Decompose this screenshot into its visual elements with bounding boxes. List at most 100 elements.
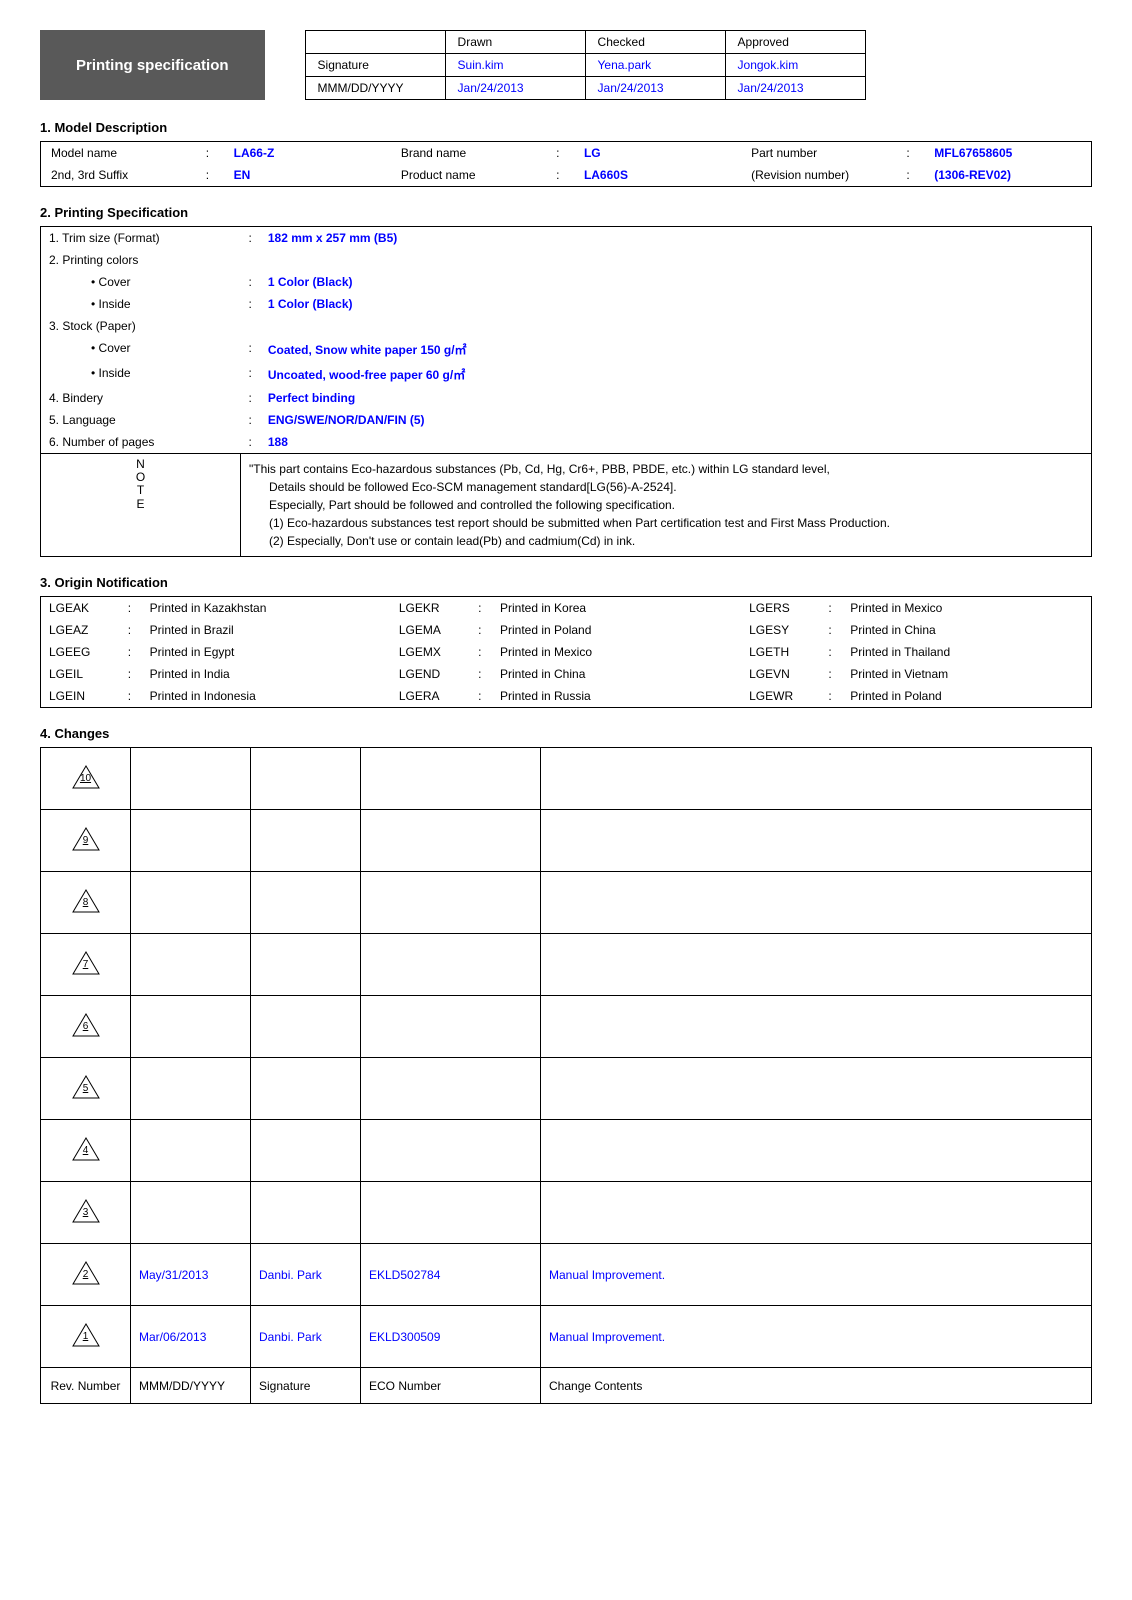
rev-number: 8 <box>72 897 100 908</box>
rev-number: 2 <box>72 1269 100 1280</box>
rev-number: 10 <box>72 773 100 784</box>
triangle-icon: 8 <box>72 889 100 913</box>
changes-eco <box>361 748 541 810</box>
changes-hdr-contents: Change Contents <box>541 1368 1092 1404</box>
origin-code: LGETH <box>741 641 820 663</box>
changes-hdr-date: MMM/DD/YYYY <box>131 1368 251 1404</box>
changes-sig: Danbi. Park <box>251 1244 361 1306</box>
rev-number-cell: 10 <box>41 748 131 810</box>
origin-code: LGEAK <box>41 597 120 620</box>
changes-sig <box>251 748 361 810</box>
colon: : <box>241 227 260 250</box>
doc-title: Printing specification <box>40 30 265 100</box>
origin-code: LGERS <box>741 597 820 620</box>
changes-date <box>131 810 251 872</box>
note-body: "This part contains Eco-hazardous substa… <box>241 454 1092 557</box>
spec-label: • Inside <box>41 362 241 387</box>
note-line: (2) Especially, Don't use or contain lea… <box>249 532 1083 550</box>
colon: : <box>546 164 574 187</box>
rev-number: 7 <box>72 959 100 970</box>
changes-date: Mar/06/2013 <box>131 1306 251 1368</box>
origin-code: LGEEG <box>41 641 120 663</box>
spec-label: • Cover <box>41 271 241 293</box>
colon: : <box>896 164 924 187</box>
triangle-icon: 2 <box>72 1261 100 1285</box>
model-label: Brand name <box>391 142 546 165</box>
triangle-icon: 1 <box>72 1323 100 1347</box>
table-row: 5 <box>41 1058 1092 1120</box>
note-line: Especially, Part should be followed and … <box>249 496 1083 514</box>
changes-eco <box>361 1058 541 1120</box>
colon: : <box>820 597 842 620</box>
spec-value: Perfect binding <box>260 387 1092 409</box>
header-sig-checked: Yena.park <box>585 54 725 77</box>
section-1-heading: 1. Model Description <box>40 120 1092 135</box>
table-row: 10 <box>41 748 1092 810</box>
spec-label: • Cover <box>41 337 241 362</box>
spec-value: Coated, Snow white paper 150 g/㎡ <box>260 337 1092 362</box>
origin-text: Printed in Mexico <box>842 597 1091 620</box>
origin-text: Printed in Korea <box>492 597 741 620</box>
changes-sig <box>251 934 361 996</box>
colon: : <box>820 619 842 641</box>
changes-table: 1098765432May/31/2013Danbi. ParkEKLD5027… <box>40 747 1092 1404</box>
changes-contents <box>541 1182 1092 1244</box>
origin-code: LGEIL <box>41 663 120 685</box>
origin-text: Printed in Poland <box>842 685 1091 708</box>
note-line: "This part contains Eco-hazardous substa… <box>249 460 1083 478</box>
triangle-icon: 9 <box>72 827 100 851</box>
origin-text: Printed in China <box>492 663 741 685</box>
origin-text: Printed in Vietnam <box>842 663 1091 685</box>
origin-text: Printed in Russia <box>492 685 741 708</box>
colon: : <box>241 362 260 387</box>
header-sig-drawn: Suin.kim <box>445 54 585 77</box>
header-col-drawn: Drawn <box>445 31 585 54</box>
changes-date <box>131 996 251 1058</box>
origin-code: LGEMX <box>391 641 470 663</box>
colon: : <box>120 619 142 641</box>
colon: : <box>470 685 492 708</box>
rev-number-cell: 7 <box>41 934 131 996</box>
changes-contents <box>541 1058 1092 1120</box>
spec-label: 1. Trim size (Format) <box>41 227 241 250</box>
spec-label: 5. Language <box>41 409 241 431</box>
rev-number-cell: 8 <box>41 872 131 934</box>
rev-number-cell: 1 <box>41 1306 131 1368</box>
model-value: EN <box>224 164 391 187</box>
table-row: 1Mar/06/2013Danbi. ParkEKLD300509Manual … <box>41 1306 1092 1368</box>
note-line: Details should be followed Eco-SCM manag… <box>249 478 1083 496</box>
origin-code: LGEMA <box>391 619 470 641</box>
rev-number-cell: 3 <box>41 1182 131 1244</box>
table-row: 6 <box>41 996 1092 1058</box>
rev-number: 1 <box>72 1331 100 1342</box>
changes-date <box>131 748 251 810</box>
triangle-icon: 5 <box>72 1075 100 1099</box>
changes-sig <box>251 996 361 1058</box>
changes-date <box>131 872 251 934</box>
colon: : <box>546 142 574 165</box>
header-table: Drawn Checked Approved Signature Suin.ki… <box>305 30 866 100</box>
header-sig-approved: Jongok.kim <box>725 54 865 77</box>
changes-date <box>131 934 251 996</box>
changes-sig: Danbi. Park <box>251 1306 361 1368</box>
header-date-checked: Jan/24/2013 <box>585 77 725 100</box>
colon: : <box>820 663 842 685</box>
spec-label: 6. Number of pages <box>41 431 241 454</box>
origin-text: Printed in Egypt <box>142 641 391 663</box>
origin-table: LGEAK:Printed in KazakhstanLGEKR:Printed… <box>40 596 1092 708</box>
spec-value: 1 Color (Black) <box>260 293 1092 315</box>
origin-code: LGEIN <box>41 685 120 708</box>
changes-contents <box>541 748 1092 810</box>
spec-value: ENG/SWE/NOR/DAN/FIN (5) <box>260 409 1092 431</box>
changes-contents <box>541 810 1092 872</box>
triangle-icon: 10 <box>72 765 100 789</box>
table-row: 7 <box>41 934 1092 996</box>
origin-code: LGEVN <box>741 663 820 685</box>
changes-date <box>131 1058 251 1120</box>
changes-date <box>131 1182 251 1244</box>
triangle-icon: 3 <box>72 1199 100 1223</box>
rev-number-cell: 5 <box>41 1058 131 1120</box>
spec-value <box>260 249 1092 271</box>
table-row: 4 <box>41 1120 1092 1182</box>
rev-number: 6 <box>72 1021 100 1032</box>
